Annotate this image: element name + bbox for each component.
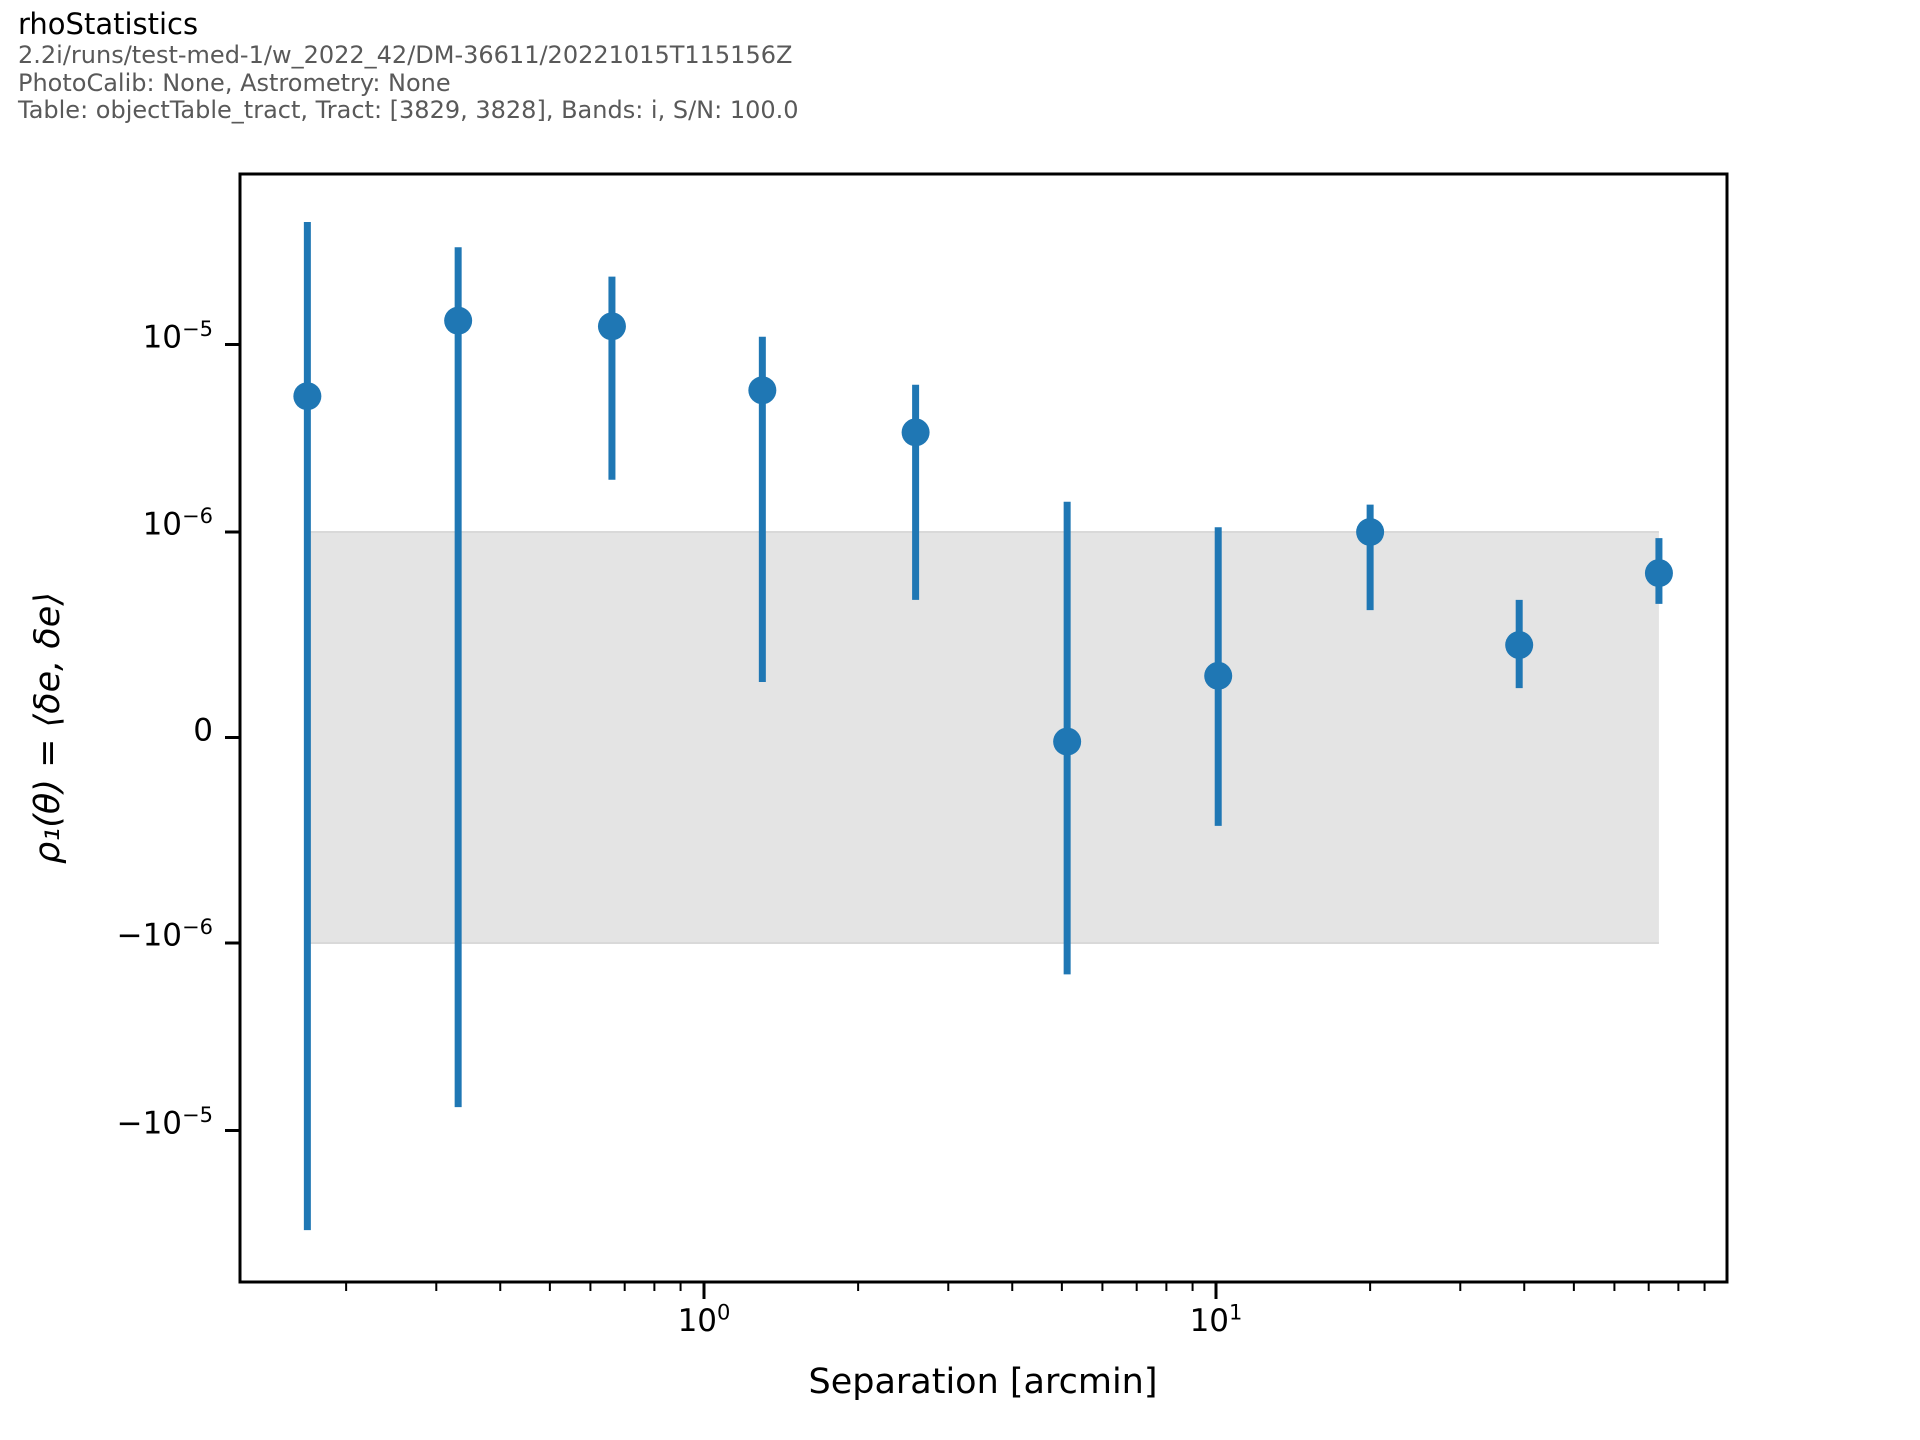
y-tick-label: −10−5	[116, 1102, 213, 1141]
figure-header: rhoStatistics 2.2i/runs/test-med-1/w_202…	[18, 6, 799, 125]
y-tick-label: 0	[193, 712, 213, 748]
data-point-marker	[748, 376, 777, 405]
data-point-marker	[1505, 631, 1534, 660]
x-tick-label: 100	[677, 1300, 731, 1339]
data-point-marker	[1204, 661, 1233, 690]
data-point-marker	[444, 306, 473, 335]
x-axis-label: Separation [arcmin]	[808, 1362, 1158, 1402]
data-point-marker	[901, 418, 930, 447]
y-axis-label: ρ₁(θ) = ⟨δe, δe⟩	[28, 591, 68, 865]
significance-band	[307, 532, 1659, 943]
page-title: rhoStatistics	[18, 7, 199, 41]
subtitle-calib-info: PhotoCalib: None, Astrometry: None	[18, 68, 451, 97]
data-point-marker	[597, 312, 626, 341]
y-tick-label: −10−6	[116, 915, 213, 954]
subtitle-run-collection: 2.2i/runs/test-med-1/w_2022_42/DM-36611/…	[18, 41, 793, 70]
data-point-marker	[1356, 518, 1385, 546]
data-point-marker	[1644, 559, 1673, 588]
y-tick-label: 10−6	[142, 504, 213, 543]
data-point-marker	[1053, 727, 1082, 756]
y-tick-label: 10−5	[142, 316, 213, 355]
axes-spines	[238, 172, 1729, 1284]
subtitle-table-info: Table: objectTable_tract, Tract: [3829, …	[18, 96, 799, 125]
data-point-marker	[293, 382, 322, 411]
x-tick-label: 101	[1189, 1300, 1243, 1339]
